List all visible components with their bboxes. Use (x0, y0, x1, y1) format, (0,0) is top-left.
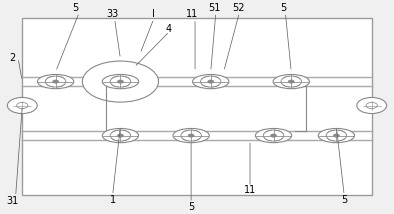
Text: 1: 1 (110, 195, 116, 205)
Circle shape (110, 130, 131, 141)
Text: 11: 11 (186, 9, 198, 19)
Circle shape (271, 134, 277, 137)
Circle shape (181, 130, 201, 141)
Text: 5: 5 (341, 195, 348, 205)
Circle shape (326, 130, 347, 141)
Circle shape (208, 80, 214, 83)
Text: 11: 11 (244, 185, 256, 195)
Text: 2: 2 (9, 53, 16, 63)
Text: 33: 33 (106, 9, 119, 19)
Text: 5: 5 (188, 202, 194, 212)
Ellipse shape (102, 128, 139, 143)
Circle shape (288, 80, 294, 83)
Text: 4: 4 (165, 24, 172, 34)
Text: 51: 51 (208, 3, 221, 13)
Ellipse shape (102, 74, 139, 89)
Circle shape (263, 130, 284, 141)
Circle shape (117, 80, 123, 83)
Text: 5: 5 (280, 3, 286, 13)
Circle shape (82, 61, 158, 102)
Ellipse shape (37, 74, 74, 89)
Circle shape (357, 97, 387, 114)
Circle shape (45, 76, 66, 87)
Circle shape (281, 76, 301, 87)
Text: 52: 52 (232, 3, 244, 13)
Circle shape (188, 134, 194, 137)
Ellipse shape (193, 74, 229, 89)
Bar (22, 18, 372, 195)
Circle shape (201, 76, 221, 87)
Ellipse shape (318, 128, 355, 143)
Circle shape (17, 103, 28, 108)
Ellipse shape (255, 128, 292, 143)
Ellipse shape (173, 128, 209, 143)
Text: 5: 5 (72, 3, 78, 13)
Circle shape (7, 97, 37, 114)
Ellipse shape (273, 74, 309, 89)
Text: 31: 31 (6, 196, 19, 206)
Circle shape (110, 76, 131, 87)
Circle shape (366, 103, 377, 108)
Circle shape (53, 80, 59, 83)
Circle shape (333, 134, 339, 137)
Circle shape (117, 134, 123, 137)
Text: I: I (152, 9, 154, 19)
